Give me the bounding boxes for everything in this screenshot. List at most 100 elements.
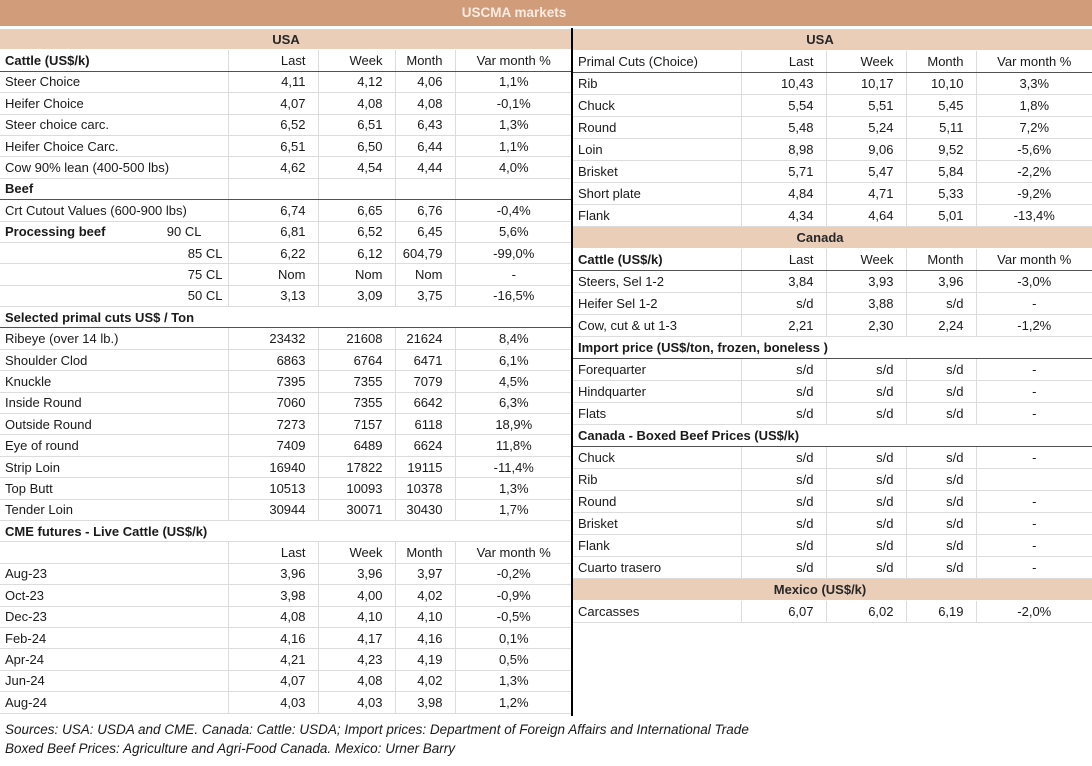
row-label-cell: Heifer Choice Carc. (0, 135, 229, 158)
row-label-cell: Outside Round (0, 413, 229, 436)
column-header-week: Week (318, 541, 396, 564)
value-cell: 3,96 (906, 270, 977, 293)
value-cell: 2,30 (826, 314, 907, 337)
value-cell: 9,52 (906, 138, 977, 161)
row-label-cell: Forequarter (573, 358, 742, 381)
value-cell: 4,17 (318, 627, 396, 650)
table-row: Chuck 5,54 5,51 5,45 1,8% (573, 94, 1092, 117)
value-cell: 4,16 (395, 627, 456, 650)
usa-canada-mexico-table: USA Primal Cuts (Choice) Last Week Month Var … (573, 28, 1092, 623)
value-cell: s/d (906, 468, 977, 491)
value-cell: 7395 (228, 370, 319, 393)
row-label-cell: Rib (573, 72, 742, 95)
var-cell: - (976, 380, 1092, 403)
column-header-month: Month (395, 49, 456, 72)
row-label-cell: Shoulder Clod (0, 349, 229, 372)
usa-left-panel: USA Cattle (US$/k) Last Week Month Var month … (0, 27, 573, 714)
row-label-cell: Carcasses (573, 600, 742, 623)
region-band-row: Canada (573, 226, 1092, 249)
var-cell: -0,4% (455, 199, 573, 222)
value-cell: 3,93 (826, 270, 907, 293)
value-cell: s/d (826, 556, 907, 579)
value-cell: 30071 (318, 499, 396, 521)
region-band-label: USA (0, 27, 573, 51)
column-header-var-month-: Var month % (455, 49, 573, 72)
value-cell: 4,19 (395, 648, 456, 671)
row-label-cell: Hindquarter (573, 380, 742, 403)
row-label-cell: Aug-23 (0, 563, 229, 586)
row-label-cell: Oct-23 (0, 584, 229, 607)
row-label-cell: Steer Choice (0, 71, 229, 94)
value-cell: 5,01 (906, 204, 977, 227)
value-cell: s/d (741, 534, 827, 557)
report-title-bar: USCMA markets (0, 0, 1092, 26)
row-label-cell: Short plate (573, 182, 742, 205)
var-cell: -99,0% (455, 242, 573, 265)
row-label-cell: Brisket (573, 160, 742, 183)
table-row: Aug-24 4,03 4,03 3,98 1,2% (0, 691, 573, 714)
var-cell: 1,1% (455, 135, 573, 158)
row-label-cell: Flank (573, 534, 742, 557)
value-cell: 3,98 (228, 584, 319, 607)
var-cell: 1,2% (455, 691, 573, 714)
var-cell: - (976, 358, 1092, 381)
vertical-divider-line (571, 28, 573, 716)
value-cell: 2,21 (741, 314, 827, 337)
row-label-cell: Chuck (573, 94, 742, 117)
value-cell: 6118 (395, 413, 456, 436)
row-label-cell: Brisket (573, 512, 742, 535)
table-row: Brisket s/d s/d s/d - (573, 512, 1092, 535)
var-cell: -5,6% (976, 138, 1092, 161)
value-cell: 5,47 (826, 160, 907, 183)
value-cell: 5,54 (741, 94, 827, 117)
table-row: Oct-23 3,98 4,00 4,02 -0,9% (0, 584, 573, 607)
value-cell: 6,45 (395, 221, 456, 243)
value-cell: s/d (826, 358, 907, 381)
row-label-cell: Eye of round (0, 434, 229, 457)
row-label-cell: Ribeye (over 14 lb.) (0, 327, 229, 350)
value-cell: 4,07 (228, 92, 319, 115)
value-cell: 6,43 (395, 114, 456, 136)
value-cell: 3,75 (395, 285, 456, 308)
value-cell: s/d (741, 446, 827, 469)
table-row: Aug-23 3,96 3,96 3,97 -0,2% (0, 563, 573, 586)
value-cell: 21608 (318, 327, 396, 350)
value-cell: 16940 (228, 456, 319, 479)
value-cell: 4,54 (318, 156, 396, 179)
region-band-row: USA (0, 27, 573, 51)
section-title-cell: Canada - Boxed Beef Prices (US$/k) (573, 424, 1092, 447)
column-header-month: Month (906, 248, 977, 271)
table-row: Strip Loin 16940 17822 19115 -11,4% (0, 456, 573, 479)
value-cell: Nom (318, 263, 396, 286)
value-cell: 7157 (318, 413, 396, 436)
table-row: Cuarto trasero s/d s/d s/d - (573, 556, 1092, 579)
value-cell: s/d (906, 534, 977, 557)
table-row: Heifer Choice 4,07 4,08 4,08 -0,1% (0, 92, 573, 115)
column-header-last: Last (741, 248, 827, 271)
value-cell: 4,11 (228, 71, 319, 94)
value-cell: 4,10 (318, 606, 396, 628)
table-row: 50 CL 3,13 3,09 3,75 -16,5% (0, 285, 573, 308)
value-cell: 6,44 (395, 135, 456, 158)
value-cell: 4,02 (395, 670, 456, 693)
row-label-cell: Rib (573, 468, 742, 491)
table-row: Feb-24 4,16 4,17 4,16 0,1% (0, 627, 573, 650)
value-cell: 4,03 (228, 691, 319, 714)
row-label-cell: Crt Cutout Values (600-900 lbs) (0, 199, 229, 222)
column-header-var-month-: Var month % (455, 541, 573, 564)
table-row: Heifer Sel 1-2 s/d 3,88 s/d - (573, 292, 1092, 315)
table-row: Flank 4,34 4,64 5,01 -13,4% (573, 204, 1092, 227)
value-cell: 604,79 (395, 242, 456, 265)
value-cell: 6863 (228, 349, 319, 372)
value-cell: 6,12 (318, 242, 396, 265)
value-cell: s/d (906, 292, 977, 315)
value-cell: s/d (741, 556, 827, 579)
value-cell: 4,71 (826, 182, 907, 205)
row-label-cell: 75 CL (0, 263, 229, 286)
value-cell: 10,17 (826, 72, 907, 95)
table-row: Loin 8,98 9,06 9,52 -5,6% (573, 138, 1092, 161)
value-cell: 6,02 (826, 600, 907, 623)
value-cell: s/d (741, 380, 827, 403)
value-cell: 2,24 (906, 314, 977, 337)
row-label-cell: Steer choice carc. (0, 114, 229, 136)
